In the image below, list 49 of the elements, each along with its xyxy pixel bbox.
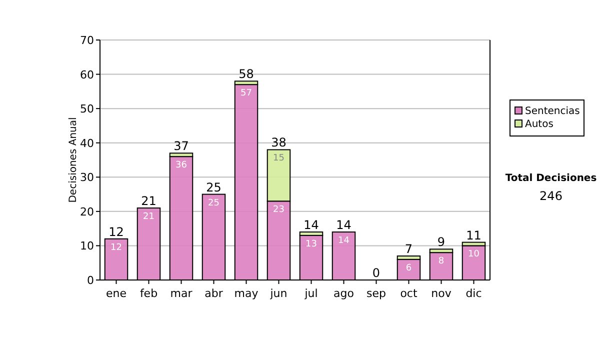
x-tick-label: ene [106, 287, 127, 300]
total-label: 21 [141, 194, 156, 208]
x-tick-label: dic [466, 287, 482, 300]
data-label: 13 [306, 239, 317, 250]
data-label: 10 [468, 250, 480, 260]
total-label: 38 [271, 136, 286, 150]
y-tick-label: 50 [80, 102, 94, 116]
data-label: 36 [176, 160, 188, 171]
total-label: 37 [174, 139, 189, 154]
data-label: 15 [273, 154, 284, 164]
text: 246 [540, 189, 562, 203]
data-label: 23 [273, 205, 284, 216]
data-label: 6 [406, 263, 412, 274]
x-tick-label: jul [304, 287, 318, 300]
data-label: 25 [208, 198, 220, 208]
total-label: 9 [437, 235, 446, 250]
x-tick-label: nov [431, 287, 452, 300]
total-label: 25 [206, 180, 222, 194]
total-label: 11 [466, 228, 482, 242]
total-label: 12 [108, 224, 124, 239]
total-label: 14 [304, 218, 319, 232]
legend-label: Sentencias [525, 106, 580, 117]
total-label: 58 [238, 67, 254, 82]
x-tick-label: sep [366, 287, 386, 300]
total-label: 7 [404, 242, 413, 256]
total-label: 14 [336, 218, 352, 232]
data-label: 21 [143, 212, 154, 222]
text: Total Decisiones [505, 173, 597, 184]
data-label: 12 [110, 242, 122, 253]
data-label: 14 [338, 236, 350, 246]
y-tick-label: 70 [80, 34, 94, 47]
legend-label: Autos [525, 119, 554, 130]
data-label: 57 [240, 88, 252, 99]
y-tick-label: 30 [80, 171, 94, 184]
y-tick-label: 40 [80, 136, 94, 150]
x-tick-label: jun [269, 287, 288, 300]
x-tick-label: feb [140, 287, 158, 300]
y-tick-label: 20 [80, 205, 94, 218]
y-tick-label: 60 [80, 68, 94, 82]
x-tick-label: may [234, 287, 259, 300]
y-tick-label: 10 [80, 240, 94, 253]
data-label: 8 [438, 256, 444, 267]
y-axis-title: Decisiones Anual [68, 117, 79, 203]
x-tick-label: ago [334, 287, 354, 300]
x-tick-label: abr [204, 287, 224, 300]
total-label: 0 [372, 266, 380, 280]
y-tick-label: 0 [87, 274, 94, 287]
x-tick-label: mar [170, 287, 193, 300]
x-tick-label: oct [400, 287, 418, 300]
